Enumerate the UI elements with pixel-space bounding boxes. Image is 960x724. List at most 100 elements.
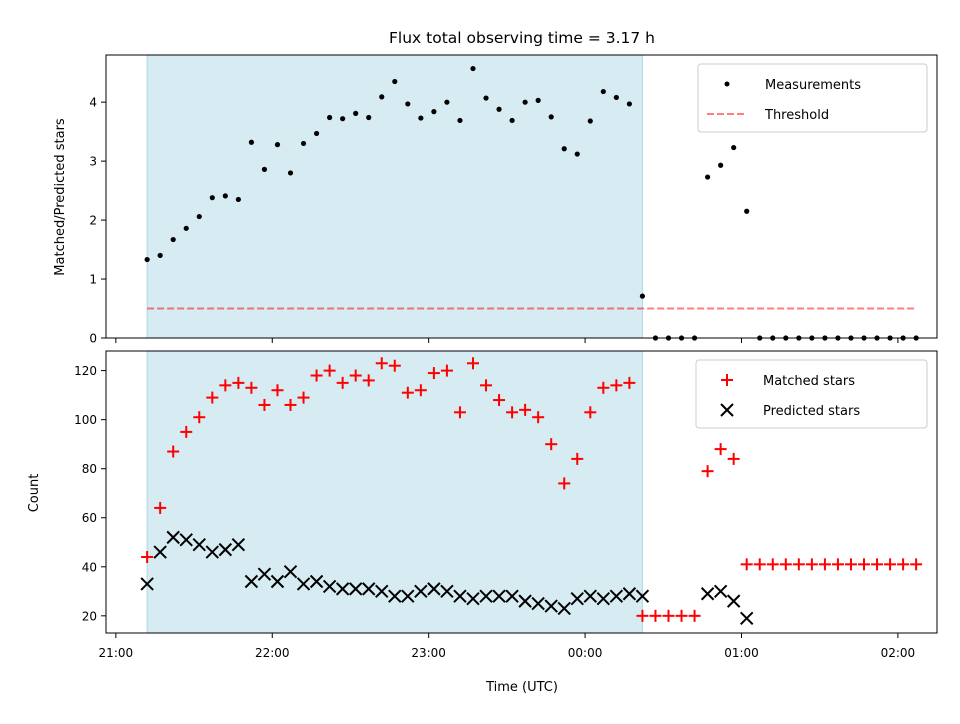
predicted-star-point xyxy=(244,574,259,589)
matched-star-point xyxy=(740,558,753,571)
predicted-star-point xyxy=(362,582,376,596)
predicted-star-point xyxy=(466,591,480,606)
matched-star-point xyxy=(193,411,206,424)
predicted-star-point xyxy=(440,584,454,599)
matched-star-point xyxy=(545,438,558,451)
measurement-point xyxy=(613,94,619,101)
y-tick-label: 2 xyxy=(89,214,97,228)
matched-star-point xyxy=(284,398,297,411)
predicted-star-point xyxy=(713,584,728,599)
measurement-point xyxy=(431,109,437,115)
measurement-point xyxy=(509,117,515,124)
matched-star-point xyxy=(375,357,388,370)
predicted-star-point xyxy=(739,611,754,625)
x-tick-label: 01:00 xyxy=(724,646,759,660)
measurement-point xyxy=(379,94,385,100)
predicted-star-point xyxy=(401,589,415,603)
top-legend: Measurements Threshold xyxy=(697,63,928,133)
matched-star-point xyxy=(792,558,805,571)
predicted-star-point xyxy=(596,591,611,606)
measurement-point xyxy=(144,256,150,263)
matched-star-point xyxy=(427,367,440,380)
predicted-star-point xyxy=(609,589,624,603)
predicted-star-point xyxy=(192,538,206,552)
matched-star-point xyxy=(753,558,766,571)
matched-star-point xyxy=(805,558,818,571)
matched-star-point xyxy=(519,403,532,416)
predicted-star-point xyxy=(570,591,584,606)
measurement-point xyxy=(548,114,554,120)
legend-measurements-label: Measurements xyxy=(765,78,861,93)
predicted-star-point xyxy=(231,538,246,552)
x-tick-label: 23:00 xyxy=(411,646,446,660)
measurement-point xyxy=(574,151,580,157)
bottom-legend: Matched stars Predicted stars xyxy=(695,359,928,429)
legend-predicted-marker xyxy=(720,403,734,417)
matched-star-point xyxy=(440,364,453,377)
measurement-point xyxy=(170,236,176,243)
predicted-star-point xyxy=(518,594,532,608)
predicted-star-point xyxy=(296,577,311,591)
matched-star-point xyxy=(897,558,910,571)
predicted-star-point xyxy=(531,596,545,611)
measurement-point xyxy=(639,293,646,299)
y-tick-label: 3 xyxy=(89,155,97,169)
matched-star-point xyxy=(219,379,232,392)
matched-star-point xyxy=(167,445,180,458)
measurement-point xyxy=(366,114,372,121)
measurement-point xyxy=(731,144,737,151)
bottom-panel: 20 40 60 80 100 120 21:00 22:00 23:00 00:00 01:00 0… xyxy=(27,350,938,695)
predicted-star-point xyxy=(583,589,598,603)
matched-star-point xyxy=(336,376,349,389)
predicted-star-point xyxy=(453,589,467,603)
predicted-star-point xyxy=(179,533,193,547)
measurement-point xyxy=(157,252,163,259)
measurement-point xyxy=(626,101,632,107)
predicted-star-point xyxy=(505,589,519,603)
predicted-star-point xyxy=(544,599,558,613)
measurement-point xyxy=(183,225,189,231)
predicted-star-point xyxy=(322,579,337,594)
y-tick-label: 60 xyxy=(82,511,97,525)
y-tick-label: 120 xyxy=(74,364,97,378)
predicted-star-point xyxy=(557,601,571,616)
matched-star-point xyxy=(154,501,167,514)
predicted-star-point xyxy=(726,594,741,608)
y-tick-label: 20 xyxy=(82,609,97,623)
matched-star-point xyxy=(675,609,688,622)
predicted-star-point xyxy=(388,589,402,603)
matched-star-point xyxy=(388,359,401,372)
top-y-axis-label: Matched/Predicted stars xyxy=(53,118,68,276)
legend-matched-marker xyxy=(721,374,733,386)
y-tick-label: 1 xyxy=(89,273,97,287)
matched-star-point xyxy=(623,376,636,389)
matched-star-point xyxy=(506,406,519,419)
measurement-point xyxy=(248,139,255,145)
y-tick-label: 4 xyxy=(89,96,97,110)
measurement-point xyxy=(561,146,567,152)
matched-star-point xyxy=(453,406,466,419)
matched-star-point xyxy=(493,394,506,407)
bottom-data-points xyxy=(140,357,923,625)
bottom-y-axis-label: Count xyxy=(27,474,42,513)
top-axes: 0 1 2 3 4 xyxy=(89,54,938,346)
measurement-point xyxy=(327,114,333,121)
measurement-point xyxy=(744,208,750,214)
y-tick-label: 80 xyxy=(82,462,97,476)
predicted-star-point xyxy=(479,589,493,603)
measurement-point xyxy=(353,110,359,116)
matched-star-point xyxy=(610,379,623,392)
measurement-point xyxy=(222,193,228,199)
matched-star-point xyxy=(884,558,897,571)
predicted-star-point xyxy=(153,545,167,559)
matched-star-point xyxy=(871,558,884,571)
bottom-legend-box xyxy=(695,359,928,429)
y-tick-label: 40 xyxy=(82,560,97,574)
legend-measurement-marker xyxy=(724,81,730,87)
predicted-star-point xyxy=(700,587,715,601)
matched-star-point xyxy=(271,384,284,397)
predicted-star-point xyxy=(257,567,272,581)
measurement-point xyxy=(483,95,489,101)
measurement-point xyxy=(522,99,528,105)
matched-star-point xyxy=(310,369,323,382)
